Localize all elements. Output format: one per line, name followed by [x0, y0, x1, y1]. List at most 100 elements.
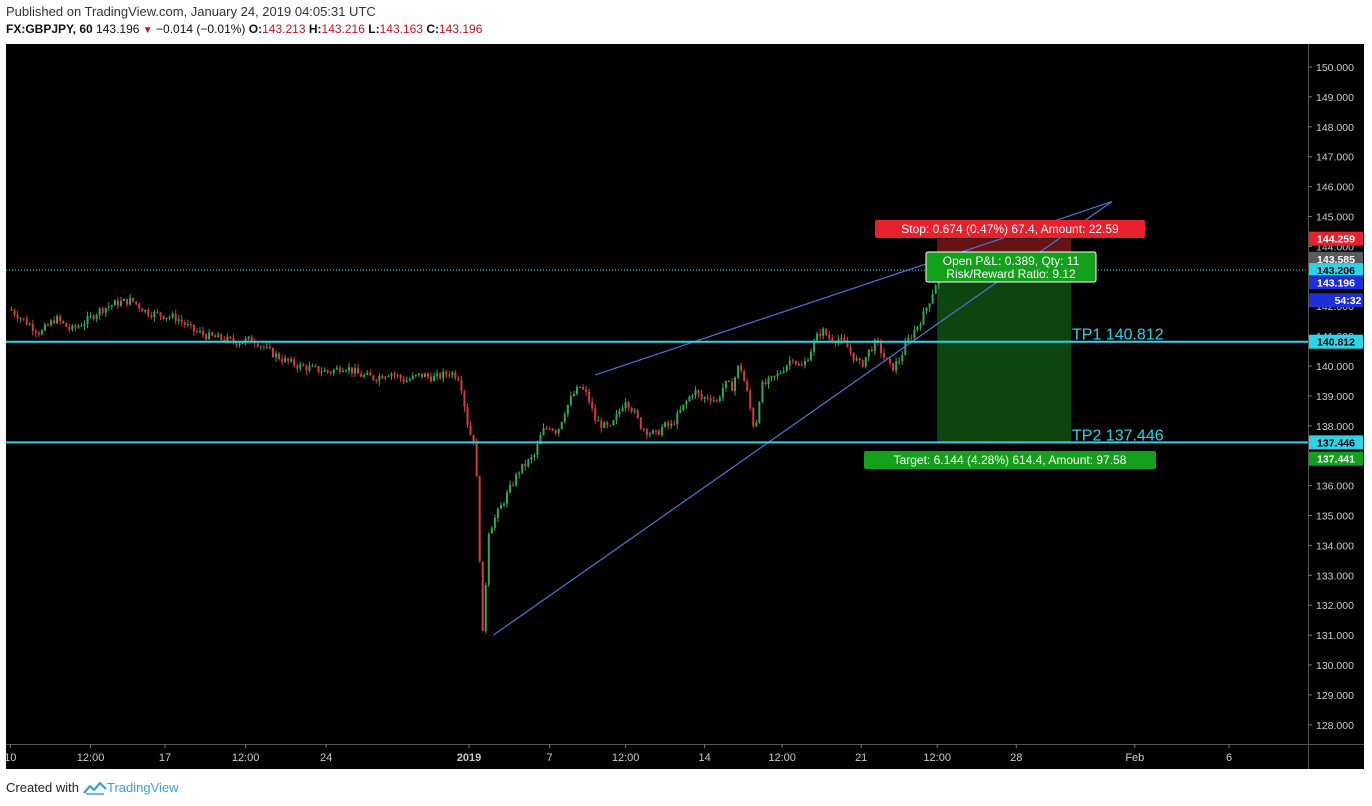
candle-body	[816, 333, 819, 341]
time-axis[interactable]	[6, 744, 1364, 769]
x-tick-label: 17	[159, 752, 171, 764]
candle-body	[25, 318, 28, 325]
candle-body	[572, 394, 575, 397]
candle-body	[499, 505, 502, 509]
candle-body	[916, 326, 919, 330]
candle-body	[53, 320, 56, 324]
candle-body	[332, 369, 335, 373]
candle-body	[931, 293, 934, 304]
candle-body	[244, 338, 247, 343]
candle-body	[229, 336, 232, 338]
candle-body	[92, 315, 95, 320]
price-tag	[1309, 263, 1363, 278]
candle-body	[402, 378, 405, 383]
candle-body	[199, 331, 201, 333]
candle-body	[43, 324, 46, 331]
candle-body	[439, 373, 442, 379]
candle-body	[794, 361, 797, 364]
candle-body	[800, 365, 803, 367]
candle-body	[147, 309, 150, 316]
candle-body	[825, 328, 828, 335]
symbol-name[interactable]: FX:GBPJPY, 60	[6, 22, 93, 36]
target-zone[interactable]	[937, 258, 1071, 443]
horizontal-levels[interactable]: TP1 140.812 TP2 137.446	[6, 269, 1308, 444]
candle-body	[141, 308, 144, 312]
candle-body	[311, 365, 314, 367]
candle-body	[542, 428, 545, 436]
candle-body	[591, 401, 594, 409]
price-tag	[1309, 231, 1363, 246]
candle-body	[22, 318, 25, 320]
price-axis[interactable]	[1308, 44, 1364, 744]
candle-body	[776, 373, 779, 376]
candle-body	[545, 428, 548, 430]
x-tick-label: 24	[320, 752, 332, 764]
candle-body	[843, 337, 846, 342]
candle-body	[879, 341, 882, 354]
candle-body	[895, 361, 898, 371]
candle-body	[575, 387, 578, 395]
candle-body	[539, 435, 542, 445]
candle-body	[612, 420, 615, 426]
price-tag-label: 54:32	[1335, 295, 1362, 307]
candle-body	[98, 308, 101, 316]
stop-label: Stop: 0.674 (0.47%) 67.4, Amount: 22.59	[901, 222, 1119, 236]
candle-body	[898, 361, 901, 363]
candle-body	[527, 459, 530, 467]
candle-body	[585, 389, 588, 392]
candle-body	[68, 326, 71, 330]
candle-body	[347, 367, 350, 371]
candle-body	[785, 365, 788, 372]
level-text: TP2 137.446	[1072, 427, 1164, 444]
candle-body	[223, 339, 226, 342]
risk-reward-label: Risk/Reward Ratio: 9.12	[946, 267, 1076, 281]
high-value: 143.216	[321, 22, 365, 36]
candle-body	[265, 346, 268, 348]
candle-body	[50, 320, 53, 326]
candle-body	[688, 396, 691, 402]
candle-body	[174, 313, 177, 322]
y-tick-label: 130.000	[1316, 660, 1354, 672]
candle-body	[624, 401, 627, 409]
candle-body	[430, 376, 433, 382]
stop-label-box	[875, 220, 1145, 238]
candle-body	[609, 425, 612, 427]
tradingview-logo[interactable]: TradingView	[83, 780, 179, 795]
candle-body	[65, 322, 68, 327]
candle-body	[743, 370, 746, 382]
candle-body	[262, 346, 265, 348]
candle-body	[886, 357, 889, 359]
candle-body	[855, 358, 858, 361]
price-tag	[1309, 334, 1363, 349]
candle-body	[302, 364, 305, 366]
candle-body	[621, 408, 624, 412]
x-tick-label: 2019	[457, 752, 481, 764]
candle-body	[314, 365, 317, 367]
candle-body	[822, 328, 825, 336]
candle-body	[697, 389, 700, 394]
candle-body	[639, 417, 642, 429]
x-tick-label: 21	[855, 752, 867, 764]
candle-body	[259, 346, 262, 348]
candle-body	[761, 382, 764, 403]
position-tool[interactable]	[937, 238, 1071, 443]
candle-body	[810, 351, 813, 361]
position-labels: Stop: 0.674 (0.47%) 67.4, Amount: 22.59 T…	[864, 220, 1156, 469]
candle-body	[515, 474, 518, 486]
candle-body	[676, 412, 679, 425]
candle-body	[107, 306, 110, 308]
candle-body	[110, 305, 113, 307]
candle-body	[384, 376, 387, 379]
candle-body	[47, 324, 49, 326]
low-label: L:	[368, 22, 380, 36]
symbol-bar: FX:GBPJPY, 60 143.196 ▼ −0.014 (−0.01%) …	[6, 22, 482, 36]
candle-body	[603, 422, 606, 428]
candle-body	[503, 503, 505, 506]
candle-body	[648, 433, 651, 435]
candle-body	[116, 300, 119, 306]
candle-body	[436, 373, 439, 376]
price-chart[interactable]: 150.000 149.000 148.000 147.000 146.000 145.0…	[0, 40, 1372, 770]
candle-body	[189, 324, 192, 326]
candle-body	[214, 335, 217, 338]
